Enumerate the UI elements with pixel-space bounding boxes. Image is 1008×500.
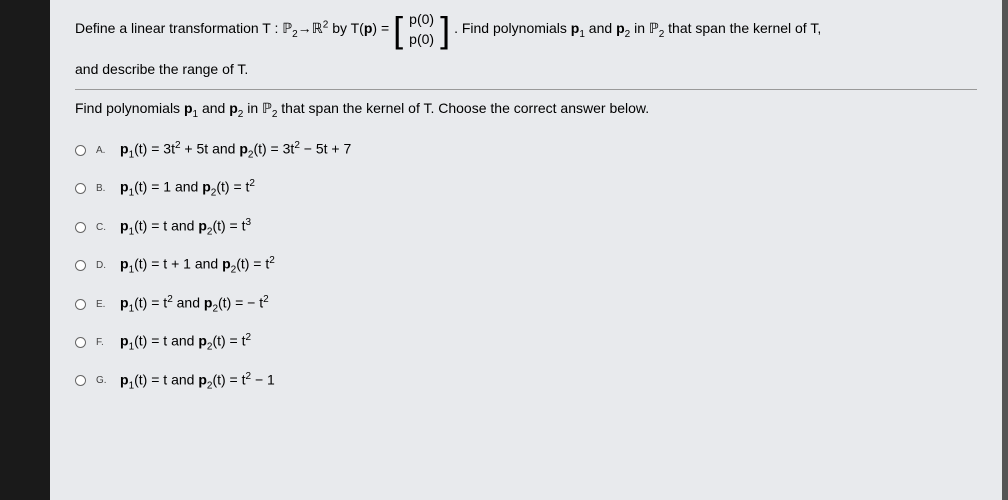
option-label-g: G. bbox=[96, 375, 110, 386]
option-f[interactable]: F. p1(t) = t and p2(t) = t2 bbox=[75, 332, 977, 352]
option-d[interactable]: D. p1(t) = t + 1 and p2(t) = t2 bbox=[75, 255, 977, 275]
bracket-left: [ bbox=[393, 12, 403, 48]
radio-e[interactable] bbox=[75, 299, 86, 310]
radio-b[interactable] bbox=[75, 183, 86, 194]
question-text: Find polynomials p1 and p2 in ℙ2 that sp… bbox=[75, 100, 977, 120]
problem-text-post: . Find polynomials p1 and p2 in ℙ2 that … bbox=[454, 16, 821, 44]
option-label-f: F. bbox=[96, 337, 110, 348]
option-text-f: p1(t) = t and p2(t) = t2 bbox=[120, 332, 251, 352]
option-text-b: p1(t) = 1 and p2(t) = t2 bbox=[120, 178, 255, 198]
right-edge bbox=[1002, 0, 1008, 500]
option-b[interactable]: B. p1(t) = 1 and p2(t) = t2 bbox=[75, 178, 977, 198]
divider bbox=[75, 89, 977, 90]
option-c[interactable]: C. p1(t) = t and p2(t) = t3 bbox=[75, 217, 977, 237]
option-g[interactable]: G. p1(t) = t and p2(t) = t2 − 1 bbox=[75, 371, 977, 391]
radio-g[interactable] bbox=[75, 375, 86, 386]
content-area: Define a linear transformation T : ℙ2→ℝ2… bbox=[50, 0, 1002, 500]
radio-d[interactable] bbox=[75, 260, 86, 271]
options-list: A. p1(t) = 3t2 + 5t and p2(t) = 3t2 − 5t… bbox=[75, 140, 977, 391]
matrix: [ p(0) p(0) ] bbox=[393, 10, 450, 49]
option-label-d: D. bbox=[96, 260, 110, 271]
matrix-row-top: p(0) bbox=[409, 10, 434, 30]
option-e[interactable]: E. p1(t) = t2 and p2(t) = − t2 bbox=[75, 294, 977, 314]
matrix-row-bottom: p(0) bbox=[409, 30, 434, 50]
option-a[interactable]: A. p1(t) = 3t2 + 5t and p2(t) = 3t2 − 5t… bbox=[75, 140, 977, 160]
option-text-e: p1(t) = t2 and p2(t) = − t2 bbox=[120, 294, 269, 314]
option-text-c: p1(t) = t and p2(t) = t3 bbox=[120, 217, 251, 237]
radio-c[interactable] bbox=[75, 222, 86, 233]
bracket-right: ] bbox=[440, 12, 450, 48]
option-label-b: B. bbox=[96, 183, 110, 194]
problem-line2: and describe the range of T. bbox=[75, 61, 977, 77]
problem-statement: Define a linear transformation T : ℙ2→ℝ2… bbox=[75, 10, 977, 49]
option-label-e: E. bbox=[96, 299, 110, 310]
radio-f[interactable] bbox=[75, 337, 86, 348]
option-label-a: A. bbox=[96, 145, 110, 156]
option-text-a: p1(t) = 3t2 + 5t and p2(t) = 3t2 − 5t + … bbox=[120, 140, 351, 160]
problem-text: Define a linear transformation T : ℙ2→ℝ2… bbox=[75, 16, 389, 44]
left-sidebar bbox=[0, 0, 50, 500]
option-text-g: p1(t) = t and p2(t) = t2 − 1 bbox=[120, 371, 275, 391]
option-text-d: p1(t) = t + 1 and p2(t) = t2 bbox=[120, 255, 275, 275]
radio-a[interactable] bbox=[75, 145, 86, 156]
option-label-c: C. bbox=[96, 222, 110, 233]
